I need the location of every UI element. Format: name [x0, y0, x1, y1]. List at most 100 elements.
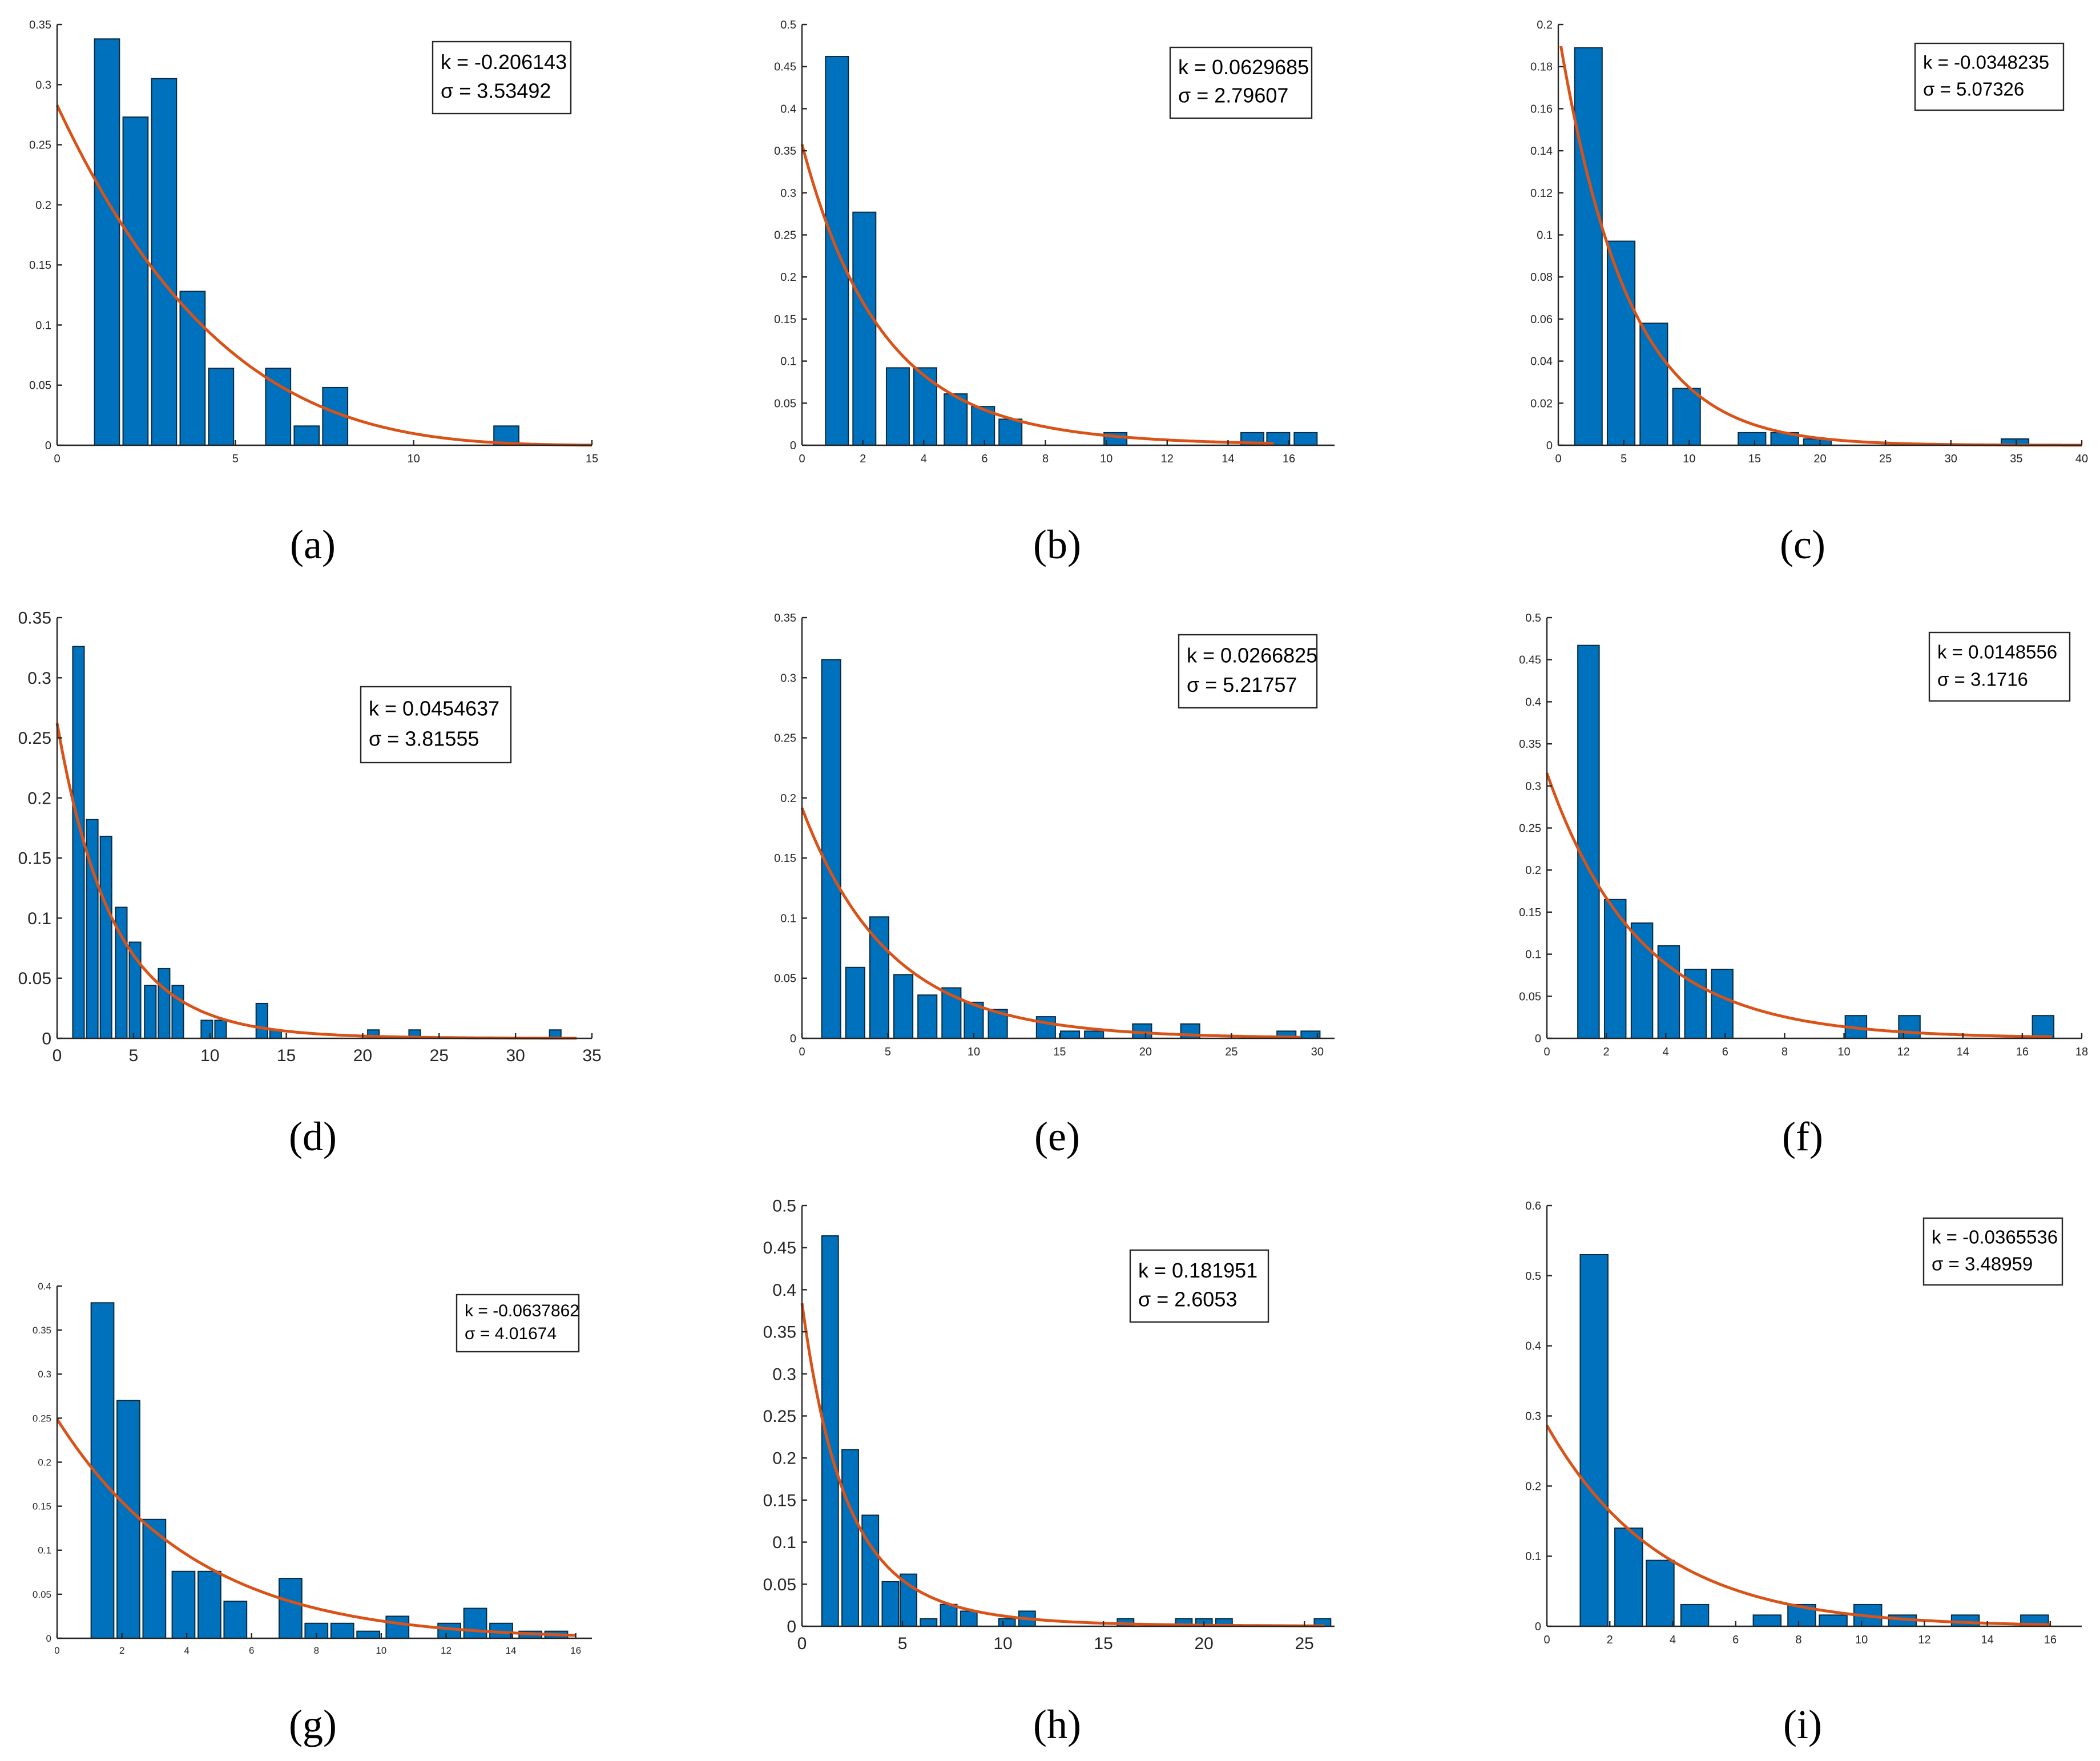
y-tick-label-h-7: 0.35 — [763, 1323, 796, 1342]
legend-c — [1914, 42, 2065, 111]
bar-h-3 — [881, 1581, 900, 1627]
y-tick-label-i-5: 0.5 — [1525, 1270, 1541, 1283]
y-tick-label-f-1: 0.05 — [1519, 990, 1541, 1003]
x-tick-label-h-4: 20 — [1194, 1634, 1213, 1653]
x-tick-label-d-5: 25 — [430, 1046, 449, 1065]
y-tick-label-h-4: 0.2 — [772, 1449, 796, 1468]
y-tick-label-h-6: 0.3 — [772, 1365, 796, 1384]
legend-h — [1129, 1249, 1269, 1323]
x-tick-label-d-3: 15 — [277, 1046, 296, 1065]
y-tick-label-c-7: 0.14 — [1530, 145, 1553, 158]
y-tick-label-g-3: 0.15 — [33, 1501, 51, 1512]
bar-e-1 — [845, 966, 865, 1039]
x-tick-label-f-1: 2 — [1603, 1046, 1610, 1058]
x-tick-label-c-2: 10 — [1683, 453, 1695, 465]
y-tick-label-i-0: 0 — [1535, 1621, 1541, 1633]
x-tick-label-b-2: 4 — [921, 453, 927, 465]
bar-f-1 — [1603, 898, 1627, 1039]
x-tick-label-f-0: 0 — [1543, 1046, 1550, 1058]
x-tick-label-b-1: 2 — [860, 453, 866, 465]
x-tick-label-b-0: 0 — [799, 453, 805, 465]
bar-b-6 — [998, 418, 1023, 446]
bar-i-6 — [1819, 1614, 1848, 1627]
x-tick-label-d-2: 10 — [200, 1046, 219, 1065]
x-tick-label-b-5: 10 — [1100, 453, 1113, 465]
y-tick-label-e-5: 0.25 — [774, 732, 796, 745]
bar-i-4 — [1752, 1614, 1782, 1627]
bar-g-3 — [171, 1570, 196, 1639]
legend-i — [1922, 1217, 2063, 1286]
x-tick-label-f-5: 10 — [1837, 1046, 1850, 1058]
bar-i-2 — [1646, 1559, 1675, 1627]
bar-h-6 — [940, 1603, 958, 1627]
y-tick-label-e-1: 0.05 — [774, 973, 796, 985]
x-tick-label-c-3: 15 — [1748, 453, 1761, 465]
x-tick-label-b-6: 12 — [1161, 453, 1174, 465]
caption-d: (d) — [289, 1114, 337, 1159]
x-tick-label-i-0: 0 — [1543, 1634, 1550, 1646]
bar-e-7 — [987, 1009, 1008, 1039]
legend-a — [432, 41, 572, 115]
caption-b: (b) — [1033, 522, 1081, 567]
legend-sigma-h: σ = 2.6053 — [1138, 1287, 1237, 1311]
x-tick-label-d-4: 20 — [353, 1046, 372, 1065]
bar-e-0 — [821, 659, 841, 1039]
y-tick-label-g-8: 0.4 — [38, 1281, 51, 1292]
legend-sigma-a: σ = 3.53492 — [441, 79, 551, 102]
x-tick-label-e-4: 20 — [1139, 1046, 1152, 1058]
x-tick-label-b-8: 16 — [1283, 453, 1295, 465]
x-tick-label-g-5: 10 — [376, 1645, 386, 1656]
x-tick-label-f-7: 14 — [1957, 1046, 1969, 1058]
x-tick-label-f-6: 12 — [1897, 1046, 1910, 1058]
x-tick-label-i-1: 2 — [1607, 1634, 1613, 1646]
x-tick-label-f-3: 6 — [1722, 1046, 1728, 1058]
y-tick-label-h-1: 0.05 — [763, 1575, 796, 1594]
bar-e-8 — [1035, 1016, 1056, 1039]
x-tick-label-g-2: 4 — [184, 1645, 189, 1656]
legend-sigma-e: σ = 5.21757 — [1187, 673, 1297, 696]
y-tick-label-e-2: 0.1 — [780, 912, 796, 925]
x-tick-label-e-6: 30 — [1311, 1046, 1324, 1058]
y-tick-label-b-9: 0.45 — [774, 61, 796, 74]
y-tick-label-f-6: 0.3 — [1525, 780, 1541, 793]
caption-c: (c) — [1780, 522, 1825, 567]
y-tick-label-f-0: 0 — [1535, 1033, 1541, 1045]
y-tick-label-b-3: 0.15 — [774, 313, 796, 326]
y-tick-label-g-6: 0.3 — [38, 1369, 51, 1380]
y-tick-label-i-3: 0.3 — [1525, 1411, 1541, 1423]
x-tick-label-h-3: 15 — [1094, 1634, 1113, 1653]
x-tick-label-b-4: 8 — [1042, 453, 1049, 465]
x-tick-label-c-0: 0 — [1555, 453, 1561, 465]
y-tick-label-c-8: 0.16 — [1530, 103, 1553, 115]
y-tick-label-g-1: 0.05 — [33, 1589, 51, 1600]
x-tick-label-f-4: 8 — [1781, 1046, 1788, 1058]
bar-i-0 — [1579, 1254, 1609, 1627]
legend-k-d: k = 0.0454637 — [369, 697, 499, 720]
y-tick-label-b-1: 0.05 — [774, 397, 796, 410]
y-tick-label-i-4: 0.4 — [1525, 1340, 1541, 1353]
x-tick-label-h-5: 25 — [1295, 1634, 1314, 1653]
x-tick-label-c-6: 30 — [1945, 453, 1957, 465]
x-tick-label-g-1: 2 — [119, 1645, 124, 1656]
y-tick-label-h-9: 0.45 — [763, 1239, 796, 1258]
y-tick-label-d-5: 0.25 — [18, 729, 51, 748]
x-tick-label-a-2: 10 — [408, 453, 420, 465]
fit-curve-h — [800, 1303, 1325, 1627]
y-tick-label-f-5: 0.25 — [1519, 823, 1541, 835]
x-tick-label-i-3: 6 — [1732, 1634, 1739, 1646]
x-tick-label-d-0: 0 — [53, 1046, 62, 1065]
x-tick-label-g-7: 14 — [506, 1645, 517, 1656]
y-tick-label-c-5: 0.1 — [1537, 229, 1553, 242]
fit-curve-g — [55, 1418, 576, 1637]
fit-curve-f — [1545, 772, 2052, 1038]
bar-a-3 — [179, 291, 206, 446]
y-tick-label-b-6: 0.3 — [780, 187, 796, 200]
y-tick-label-h-0: 0 — [787, 1618, 796, 1637]
legend-sigma-c: σ = 5.07326 — [1923, 78, 2024, 99]
legend-sigma-i: σ = 3.48959 — [1932, 1253, 2033, 1274]
